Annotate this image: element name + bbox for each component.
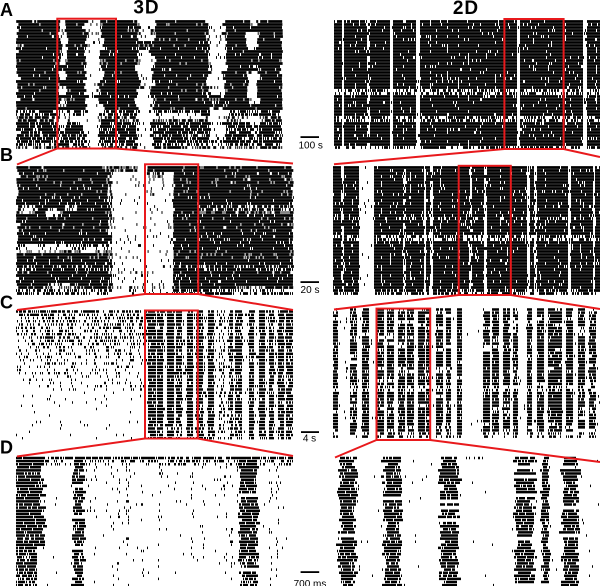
svg-text:20 s: 20 s	[301, 285, 320, 296]
svg-text:2D: 2D	[453, 0, 479, 19]
svg-text:3D: 3D	[133, 0, 159, 19]
svg-text:B: B	[0, 145, 13, 165]
svg-text:A: A	[0, 0, 13, 20]
svg-text:D: D	[0, 438, 13, 458]
svg-text:4 s: 4 s	[303, 434, 316, 445]
svg-text:C: C	[0, 293, 13, 313]
svg-text:100 s: 100 s	[298, 140, 322, 151]
svg-text:700 ms: 700 ms	[294, 579, 327, 586]
